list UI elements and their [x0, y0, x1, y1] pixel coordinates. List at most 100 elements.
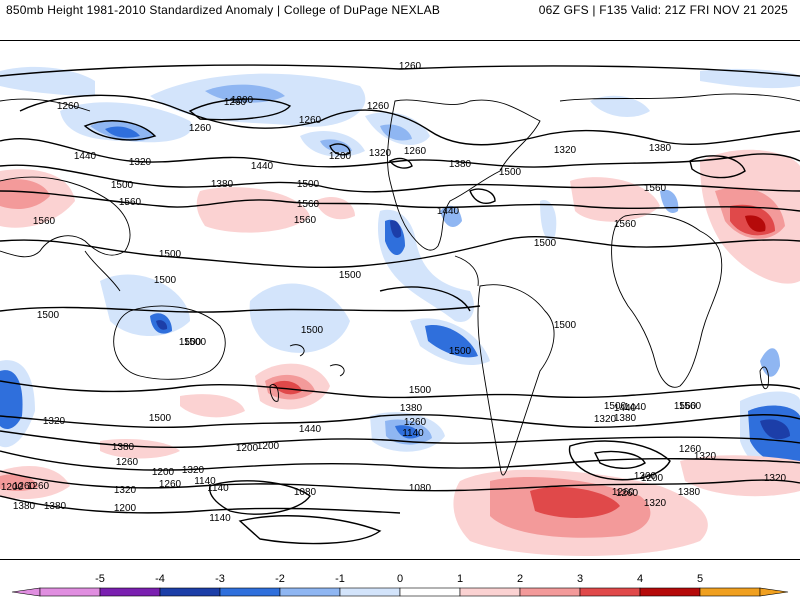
contour-label: 1500	[111, 180, 134, 191]
contour-label-text: 1500	[554, 320, 577, 331]
colorbar-segment	[579, 587, 641, 597]
contour-label-text: 1320	[554, 145, 577, 156]
contour-label-text: 1200	[257, 441, 280, 452]
contour-label-text: 1260	[57, 101, 80, 112]
contour-label-text: 1560	[679, 401, 702, 412]
colorbar-segment	[159, 587, 221, 597]
contour-label: 1380	[44, 501, 67, 512]
contour-label: 1320	[764, 473, 787, 484]
contour-label-text: 1200	[231, 95, 254, 106]
colorbar-tick-label: 5	[697, 573, 703, 585]
contour-label-text: 1080	[294, 487, 317, 498]
contour-label-text: 1260	[404, 146, 427, 157]
contour-label-text: 1260	[116, 457, 139, 468]
contour-label: 1260	[679, 444, 702, 455]
contour-label-text: 1200	[641, 473, 664, 484]
contour-label-text: 1320	[114, 485, 137, 496]
contour-label: 1500	[154, 275, 177, 286]
contour-label-text: 1200	[634, 471, 657, 482]
colorbar-tick-label: 0	[397, 573, 403, 585]
contour-label: 1500	[339, 270, 362, 281]
contour-label: 1440	[251, 161, 274, 172]
contour-label-text: 1260	[612, 487, 635, 498]
contour-label: 1200	[641, 473, 664, 484]
contour-label-text: 1140	[207, 483, 229, 494]
contour-label: 1260	[367, 101, 390, 112]
contour-label: 1260	[57, 101, 80, 112]
contour-label: 1500	[297, 179, 320, 190]
contour-label: 1260	[299, 115, 322, 126]
contour-label: 1200	[236, 443, 259, 454]
anomaly-colorbar: -5 -4 -3 -2 -1 0 1 2 3 4 5	[0, 560, 800, 600]
contour-label-text: 1140	[194, 476, 216, 487]
contour-label: 1500	[534, 238, 557, 249]
colorbar-segment	[39, 587, 101, 597]
contour-label-text: 1260	[27, 481, 50, 492]
contour-label-text: 1440	[74, 151, 97, 162]
contour-label-text: 1560	[33, 216, 56, 227]
contour-label-text: 1320	[369, 148, 392, 159]
contour-label-text: 1560	[644, 183, 667, 194]
contour-label: 1140	[207, 483, 229, 494]
contour-label-text: 1320	[644, 498, 667, 509]
contour-label-text: 1560	[119, 197, 142, 208]
contour-label: 1560	[679, 401, 702, 412]
colorbar-segment	[519, 587, 581, 597]
contour-label: 1320	[644, 498, 667, 509]
contour-label-text: 1560	[614, 219, 637, 230]
colorbar-tick-label: 2	[517, 573, 523, 585]
contour-label: 1140	[194, 476, 216, 487]
contour-label: 1320	[114, 485, 137, 496]
contour-label: 1500	[499, 167, 522, 178]
contour-label: 1200	[634, 471, 657, 482]
contour-label: 1500	[301, 325, 324, 336]
contour-label: 1560	[33, 216, 56, 227]
contour-label: 1320	[182, 465, 205, 476]
contour-label-text: 1500	[301, 325, 324, 336]
contour-label: 1320	[594, 414, 617, 425]
contour-label-text: 1440	[251, 161, 274, 172]
contour-label: 1260	[224, 97, 247, 108]
contour-label: 1380	[449, 159, 472, 170]
contour-label-text: 1260	[367, 101, 390, 112]
contour-label-text: 1380	[614, 413, 637, 424]
contour-label-text: 1500	[604, 401, 627, 412]
contour-label-text: 1140	[402, 428, 424, 439]
contour-label-text: 1500	[339, 270, 362, 281]
contour-label-text: 1500	[149, 413, 172, 424]
contour-label: 1140	[402, 428, 424, 439]
contour-label: 1320	[694, 451, 717, 462]
contour-label: 1380	[678, 487, 701, 498]
contour-label: 1260	[399, 61, 422, 72]
contour-label-text: 1500	[534, 238, 557, 249]
contour-label-text: 1260	[616, 488, 639, 499]
contour-label: 1500	[149, 413, 172, 424]
contour-label: 1560	[614, 219, 637, 230]
contour-label-text: 1440	[624, 402, 647, 413]
contour-label: 1440	[74, 151, 97, 162]
anomaly-map: 1260126012001260126012601200132012601260…	[0, 41, 800, 559]
contour-label: 1500	[449, 346, 472, 357]
contour-label: 1380	[112, 442, 135, 453]
contour-label: 1500	[184, 337, 207, 348]
colorbar-max-arrow	[759, 587, 789, 597]
contour-label-text: 1560	[297, 199, 320, 210]
colorbar-segment	[699, 587, 761, 597]
contour-label-text: 1380	[211, 179, 234, 190]
colorbar-tick-label: -2	[275, 573, 285, 585]
contour-label-text: 1260	[13, 481, 36, 492]
colorbar-segment	[339, 587, 401, 597]
contour-label-text: 1200	[236, 443, 259, 454]
contour-label-text: 1500	[409, 385, 432, 396]
contour-label-text: 1560	[674, 401, 697, 412]
model-run-info: 06Z GFS | F135 Valid: 21Z FRI NOV 21 202…	[538, 3, 788, 17]
contour-label-text: 1320	[764, 473, 787, 484]
contour-label-text: 1500	[297, 179, 320, 190]
contour-label-text: 1500	[499, 167, 522, 178]
contour-label: 1260	[404, 417, 427, 428]
colorbar-segment	[399, 587, 461, 597]
contour-label-text: 1440	[437, 206, 460, 217]
contour-label: 1440	[624, 402, 647, 413]
contour-label-text: 1500	[449, 346, 472, 357]
contour-label: 1260	[189, 123, 212, 134]
